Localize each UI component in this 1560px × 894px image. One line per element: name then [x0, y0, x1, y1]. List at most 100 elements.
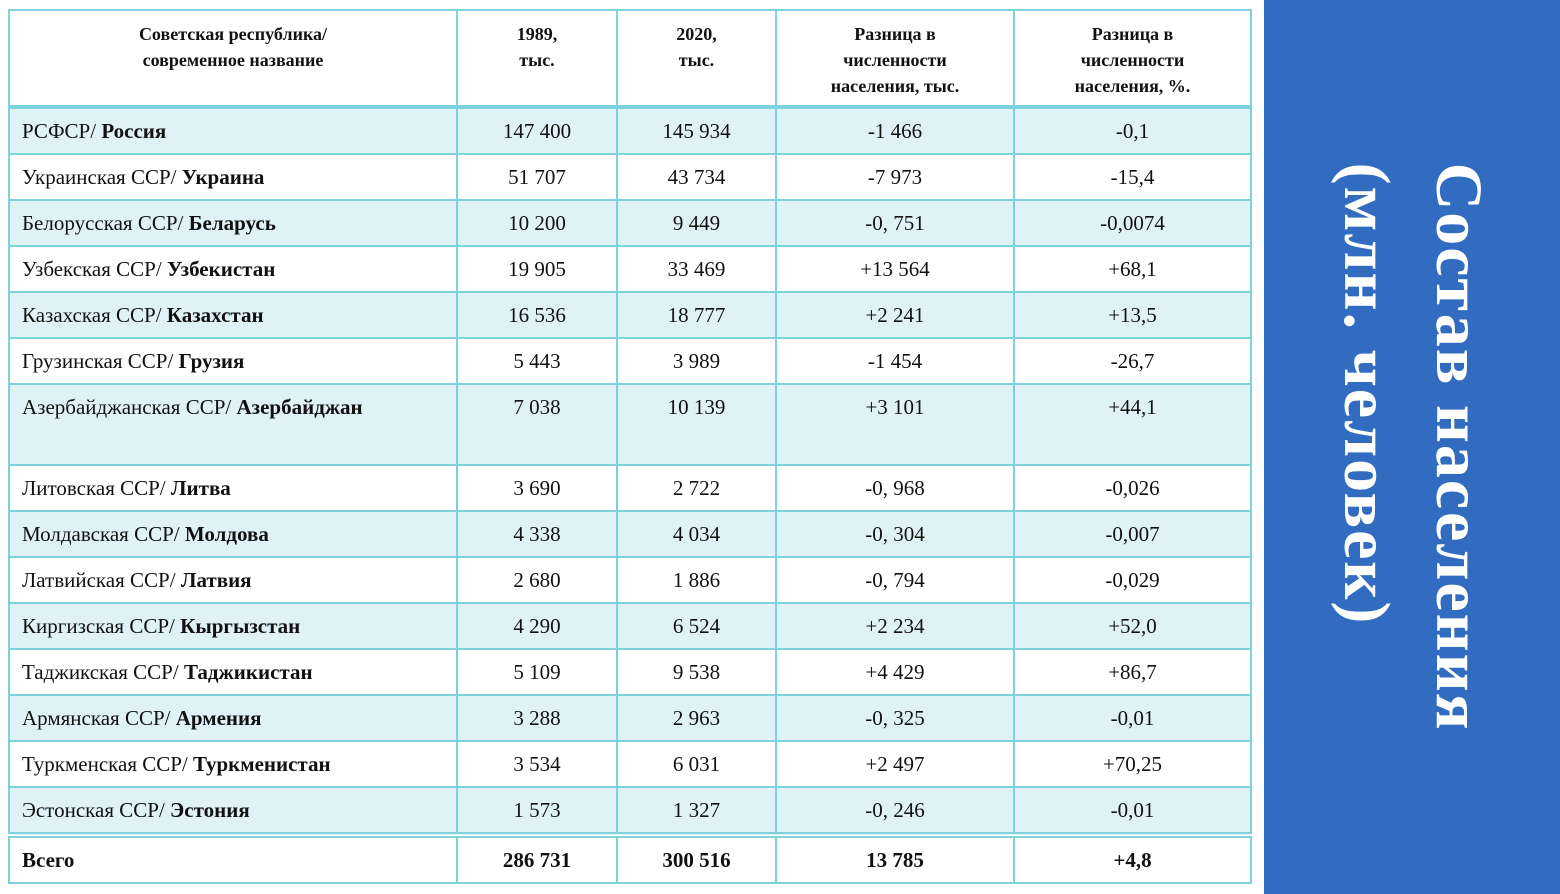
cell-diff: +2 497 [775, 740, 1015, 788]
cell-y2020: 2 963 [616, 694, 777, 742]
cell-y2020: 3 989 [616, 337, 777, 385]
table-row: Туркменская ССР/ Туркменистан 3 534 6 031 +… [8, 740, 1252, 788]
cell-republic: Казахская ССР/ Казахстан [8, 291, 458, 339]
cell-y2020: 4 034 [616, 510, 777, 558]
total-row: Всего 286 731 300 516 13 785 +4,8 [8, 832, 1252, 884]
cell-republic: Таджикская ССР/ Таджикистан [8, 648, 458, 696]
cell-y2020: 6 031 [616, 740, 777, 788]
ssr-name: Молдавская ССР/ [22, 521, 185, 546]
cell-pct: -15,4 [1013, 153, 1252, 201]
cell-diff: -0, 968 [775, 464, 1015, 512]
table-row: Армянская ССР/ Армения 3 288 2 963 -0, 325-… [8, 694, 1252, 742]
header-republic: Советская республика/ современное назван… [8, 9, 458, 109]
cell-y1989: 2 680 [456, 556, 618, 604]
header-pct: Разница в численности населения, %. [1013, 9, 1252, 109]
cell-y1989: 16 536 [456, 291, 618, 339]
country-name: Эстония [170, 797, 250, 822]
cell-diff: +2 241 [775, 291, 1015, 339]
cell-republic: Эстонская ССР/ Эстония [8, 786, 458, 836]
table-row: Узбекская ССР/ Узбекистан 19 905 33 469 +13… [8, 245, 1252, 293]
cell-republic: Узбекская ССР/ Узбекистан [8, 245, 458, 293]
table-row: Латвийская ССР/ Латвия 2 680 1 886 -0, 794-… [8, 556, 1252, 604]
cell-y1989: 4 290 [456, 602, 618, 650]
total-y1989: 286 731 [456, 832, 618, 884]
ssr-name: Латвийская ССР/ [22, 567, 181, 592]
cell-diff: -0, 794 [775, 556, 1015, 604]
cell-y1989: 147 400 [456, 106, 618, 155]
country-name: Беларусь [188, 210, 276, 235]
cell-diff: -7 973 [775, 153, 1015, 201]
cell-diff: -0, 246 [775, 786, 1015, 836]
cell-diff: -1 454 [775, 337, 1015, 385]
cell-y1989: 5 109 [456, 648, 618, 696]
cell-republic: Азербайджанская ССР/ Азербайджан [8, 383, 458, 466]
country-name: Кыргызстан [180, 613, 301, 638]
cell-republic: Украинская ССР/ Украина [8, 153, 458, 201]
cell-diff: -0, 751 [775, 199, 1015, 247]
side-title-panel: Состав населения (млн. человек) [1264, 0, 1560, 894]
table-row: Грузинская ССР/ Грузия 5 443 3 989 -1 454 -2… [8, 337, 1252, 385]
cell-pct: +13,5 [1013, 291, 1252, 339]
country-name: Казахстан [166, 302, 264, 327]
cell-y2020: 43 734 [616, 153, 777, 201]
cell-y2020: 10 139 [616, 383, 777, 466]
cell-y2020: 6 524 [616, 602, 777, 650]
ssr-name: Туркменская ССР/ [22, 751, 194, 776]
ssr-name: Грузинская ССР/ [22, 348, 179, 373]
country-name: Армения [175, 705, 262, 730]
cell-diff: +13 564 [775, 245, 1015, 293]
table-row: Казахская ССР/ Казахстан 16 536 18 777 +2 2… [8, 291, 1252, 339]
table-row: Молдавская ССР/ Молдова 4 338 4 034 -0, 304… [8, 510, 1252, 558]
side-title-line1: Состав населения [1422, 162, 1495, 732]
cell-pct: +70,25 [1013, 740, 1252, 788]
cell-y2020: 9 538 [616, 648, 777, 696]
country-name: Азербайджан [236, 395, 363, 419]
country-name: Грузия [178, 348, 245, 373]
ssr-name: Литовская ССР/ [22, 475, 171, 500]
cell-pct: +68,1 [1013, 245, 1252, 293]
table-row: Украинская ССР/ Украина 51 707 43 734 -7 97… [8, 153, 1252, 201]
ssr-name: Эстонская ССР/ [22, 797, 171, 822]
cell-y2020: 145 934 [616, 106, 777, 155]
cell-pct: +86,7 [1013, 648, 1252, 696]
cell-pct: +52,0 [1013, 602, 1252, 650]
country-name: Россия [101, 118, 167, 143]
total-label: Всего [8, 832, 458, 884]
cell-y2020: 1 886 [616, 556, 777, 604]
cell-y2020: 2 722 [616, 464, 777, 512]
cell-y2020: 18 777 [616, 291, 777, 339]
table-row: РСФСР/ Россия 147 400 145 934 -1 466 -0,1 [8, 106, 1252, 155]
cell-pct: -0,01 [1013, 694, 1252, 742]
cell-republic: Литовская ССР/ Литва [8, 464, 458, 512]
country-name: Латвия [180, 567, 252, 592]
header-2020: 2020, тыс. [616, 9, 777, 109]
cell-y1989: 5 443 [456, 337, 618, 385]
country-name: Таджикистан [183, 659, 313, 684]
cell-republic: Армянская ССР/ Армения [8, 694, 458, 742]
ssr-name: Киргизская ССР/ [22, 613, 181, 638]
cell-pct: +44,1 [1013, 383, 1252, 466]
cell-y1989: 10 200 [456, 199, 618, 247]
total-diff: 13 785 [775, 832, 1015, 884]
cell-diff: -1 466 [775, 106, 1015, 155]
ssr-name: Белорусская ССР/ [22, 210, 189, 235]
ssr-name: Таджикская ССР/ [22, 659, 184, 684]
cell-y2020: 33 469 [616, 245, 777, 293]
cell-diff: -0, 304 [775, 510, 1015, 558]
cell-pct: -0,007 [1013, 510, 1252, 558]
cell-y1989: 4 338 [456, 510, 618, 558]
cell-y1989: 7 038 [456, 383, 618, 466]
cell-republic: Латвийская ССР/ Латвия [8, 556, 458, 604]
cell-republic: РСФСР/ Россия [8, 106, 458, 155]
cell-y1989: 51 707 [456, 153, 618, 201]
header-1989: 1989, тыс. [456, 9, 618, 109]
cell-pct: -0,026 [1013, 464, 1252, 512]
ssr-name: Узбекская ССР/ [22, 256, 167, 281]
cell-y2020: 1 327 [616, 786, 777, 836]
header-diff: Разница в численности населения, тыс. [775, 9, 1015, 109]
cell-diff: -0, 325 [775, 694, 1015, 742]
total-y2020: 300 516 [616, 832, 777, 884]
cell-pct: -0,029 [1013, 556, 1252, 604]
cell-republic: Белорусская ССР/ Беларусь [8, 199, 458, 247]
cell-republic: Киргизская ССР/ Кыргызстан [8, 602, 458, 650]
